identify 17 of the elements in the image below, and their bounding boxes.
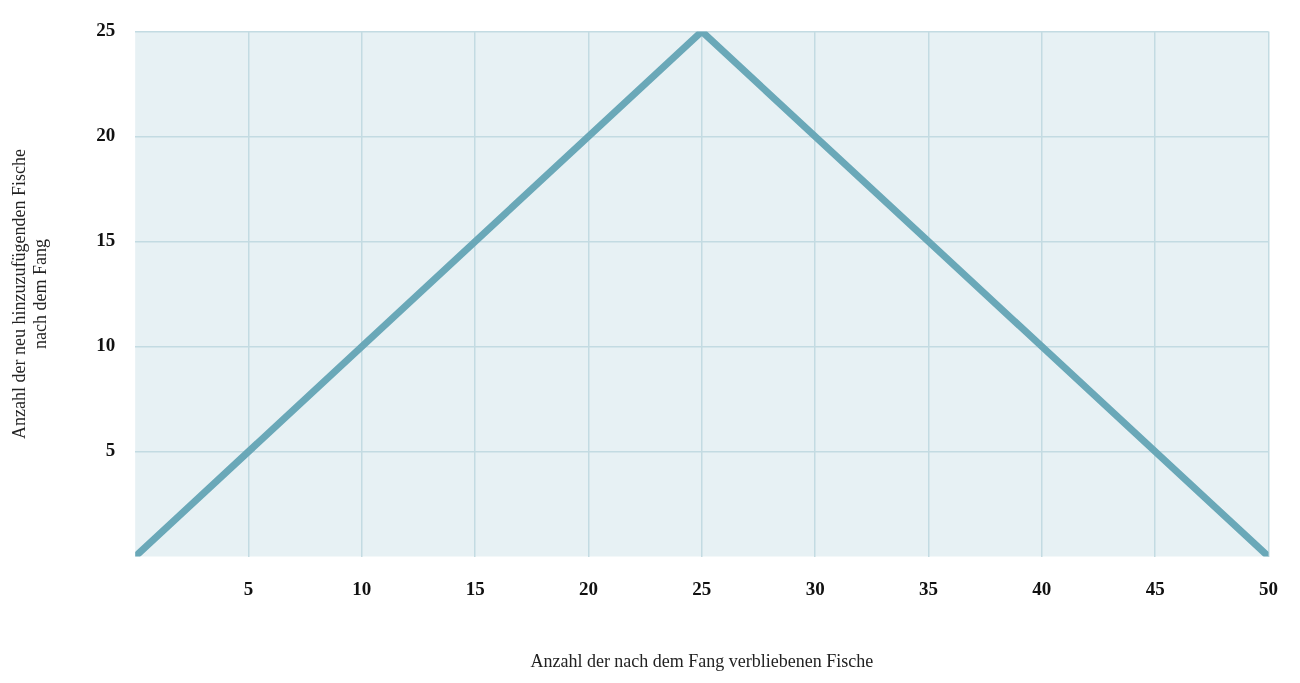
y-tick-label: 15 xyxy=(96,229,116,251)
x-tick-label: 45 xyxy=(1145,577,1165,599)
x-axis-title: Anzahl der nach dem Fang verbliebenen Fische xyxy=(530,650,874,671)
x-tick-label: 50 xyxy=(1259,577,1278,599)
x-tick-label: 25 xyxy=(692,577,712,599)
y-axis-title: Anzahl der neu hinzuzufügenden Fische nach dem Fang xyxy=(8,149,51,439)
y-tick-label: 10 xyxy=(96,334,116,356)
x-tick-label: 30 xyxy=(805,577,825,599)
x-tick-label: 20 xyxy=(579,577,599,599)
x-tick-label: 40 xyxy=(1032,577,1052,599)
x-tick-label: 5 xyxy=(243,577,254,599)
x-tick-label: 15 xyxy=(465,577,485,599)
y-tick-label: 25 xyxy=(96,19,116,41)
y-tick-label: 5 xyxy=(105,439,116,461)
x-tick-label: 10 xyxy=(352,577,372,599)
x-tick-label: 35 xyxy=(919,577,939,599)
y-tick-label: 20 xyxy=(96,124,116,146)
